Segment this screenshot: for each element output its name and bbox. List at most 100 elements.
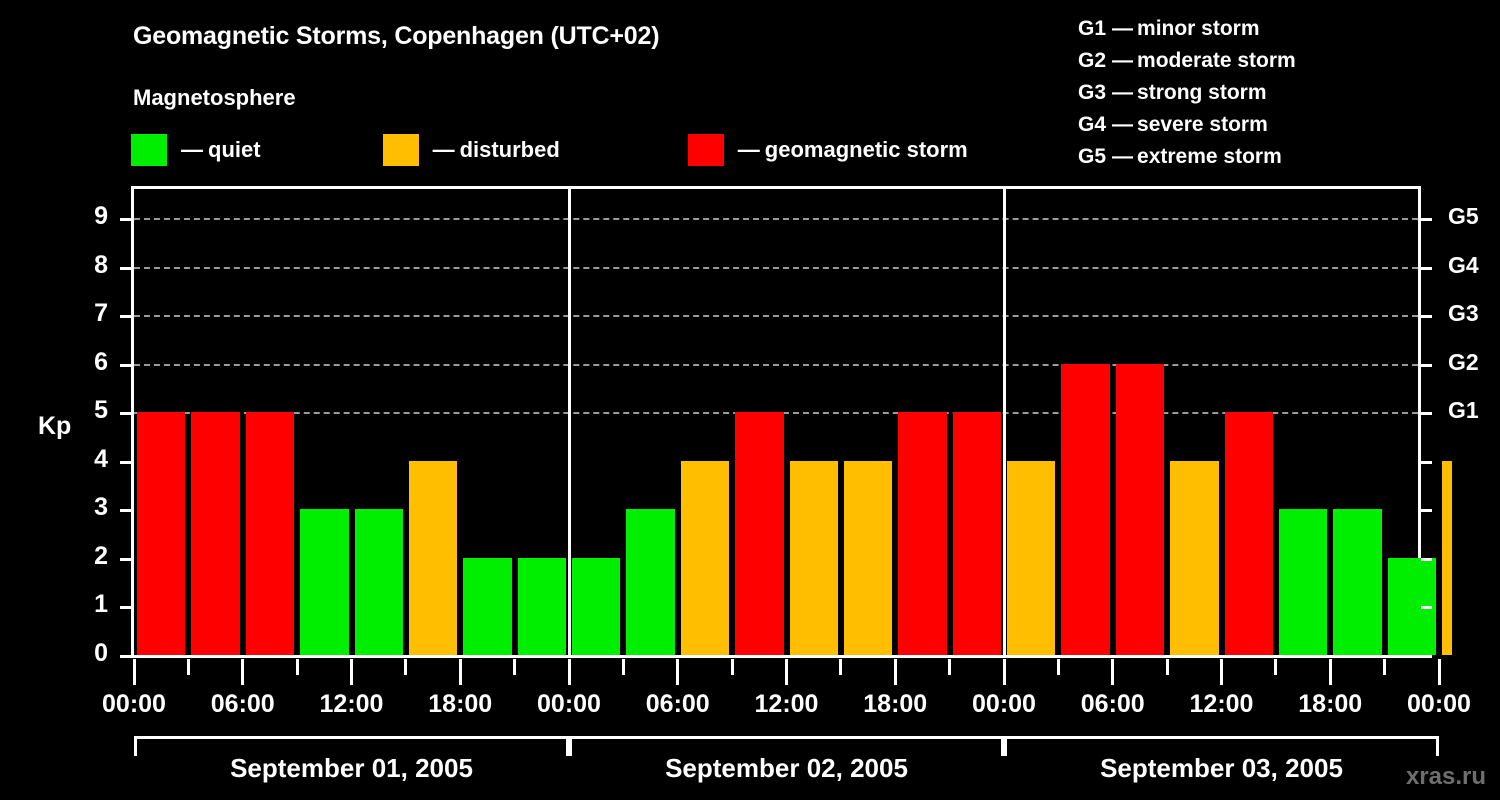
day-label: September 02, 2005 [665,753,908,783]
x-tick-mark [295,659,299,675]
x-tick-mark [404,659,408,675]
y-tick-mark-5 [120,412,131,416]
x-tick-mark [1437,659,1441,685]
bar-trailing-partial [1442,460,1452,655]
x-tick-label: 18:00 [863,690,928,718]
x-tick-mark [785,659,788,685]
g-tick-mark-g4 [1421,266,1432,270]
bar [1224,412,1273,655]
bar [1170,460,1219,655]
g-tick-mark-minor-2 [1421,557,1432,561]
g-tick-mark-g5 [1421,218,1432,222]
y-tick-label-6: 6 [94,347,108,376]
legend-label: geomagnetic storm [764,137,968,162]
x-tick-mark [1383,659,1387,675]
x-tick-label: 00:00 [1407,690,1471,718]
g-tick-label-g2: G2 [1448,348,1479,375]
legend-entry-quiet: — quiet [131,134,261,166]
day-bracket [134,736,569,756]
legend-dash: — [181,137,203,162]
g-legend-row-g1: G1— minor storm [1078,13,1296,45]
y-tick-mark-2 [120,557,131,561]
day-label: September 01, 2005 [230,753,473,783]
g-legend-dash: — [1112,81,1134,104]
day-separator [567,189,571,655]
x-tick-mark [1165,659,1169,675]
legend-dash: — [737,137,760,162]
g-legend-label: minor storm [1137,17,1260,40]
gridline-kp-9 [134,218,1418,221]
day-bracket [1004,736,1439,756]
plot-inner [134,189,1452,655]
y-tick-mark-0 [120,655,131,658]
x-tick-mark [893,659,897,685]
bar [517,557,566,655]
bar [191,412,240,655]
day-label: September 03, 2005 [1100,753,1343,783]
bar [843,460,893,655]
bar [137,412,186,655]
y-tick-label-9: 9 [94,202,108,231]
bar [1115,363,1165,655]
y-tick-label-5: 5 [94,396,108,425]
bar [1007,460,1056,655]
y-tick-label-7: 7 [94,299,108,328]
legend-swatch-quiet [131,134,167,166]
x-tick-label: 12:00 [1189,690,1254,718]
y-tick-label-3: 3 [94,493,108,522]
x-tick-mark [676,659,680,685]
g-tick-label-g5: G5 [1448,203,1479,230]
g-legend-label: extreme storm [1137,145,1282,168]
g-legend-label: strong storm [1137,81,1267,104]
bar [898,412,947,655]
x-tick-label: 06:00 [1080,690,1145,718]
y-tick-mark-8 [120,266,131,270]
y-axis-title: Kp [38,412,72,440]
color-legend: — quiet — disturbed — geomagnetic storm [131,133,968,167]
g-legend-dash: — [1112,145,1134,168]
x-tick-mark [132,659,136,685]
bar [408,460,458,655]
legend-dash: — [432,137,455,162]
y-tick-mark-4 [120,460,131,464]
bar [572,557,621,655]
g-tick-label-g3: G3 [1448,300,1479,327]
g-tick-mark-g1 [1421,412,1432,416]
y-tick-mark-9 [120,218,131,222]
bar [354,509,403,655]
day-separator [1002,189,1006,655]
g-legend-code: G4 [1078,113,1107,136]
g-legend-row-g3: G3— strong storm [1078,77,1296,109]
g-tick-mark-minor-0 [1421,655,1432,658]
x-tick-mark [1111,659,1115,685]
g-legend-row-g5: G5— extreme storm [1078,141,1296,173]
g-tick-label-g4: G4 [1448,251,1479,278]
x-tick-mark [1274,659,1278,675]
chart-subtitle: Magnetosphere [133,85,296,110]
bar-series [134,189,1452,655]
bar [680,460,730,655]
bar [245,412,295,655]
legend-entry-disturbed: — disturbed [382,134,560,166]
x-tick-label: 06:00 [645,690,710,718]
y-tick-label-4: 4 [94,444,108,473]
x-tick-label: 18:00 [1298,690,1363,718]
bar [952,412,1001,655]
g-tick-mark-minor-1 [1421,606,1432,610]
x-tick-label: 12:00 [754,690,819,718]
bar [1061,363,1110,655]
x-tick-mark [1056,659,1060,675]
y-tick-label-2: 2 [94,541,108,570]
x-tick-mark [241,659,245,685]
page-title: Geomagnetic Storms, Copenhagen (UTC+02) [133,22,660,50]
y-tick-mark-6 [120,363,131,367]
x-tick-mark [458,659,462,685]
legend-label: disturbed [459,137,560,162]
y-tick-label-1: 1 [94,590,108,619]
legend-label: quiet [208,137,261,162]
x-tick-mark [948,659,952,675]
g-legend-row-g4: G4— severe storm [1078,109,1296,141]
g-legend-code: G1 [1078,17,1107,40]
g-tick-mark-g2 [1421,363,1432,367]
gridline-kp-7 [134,315,1418,318]
